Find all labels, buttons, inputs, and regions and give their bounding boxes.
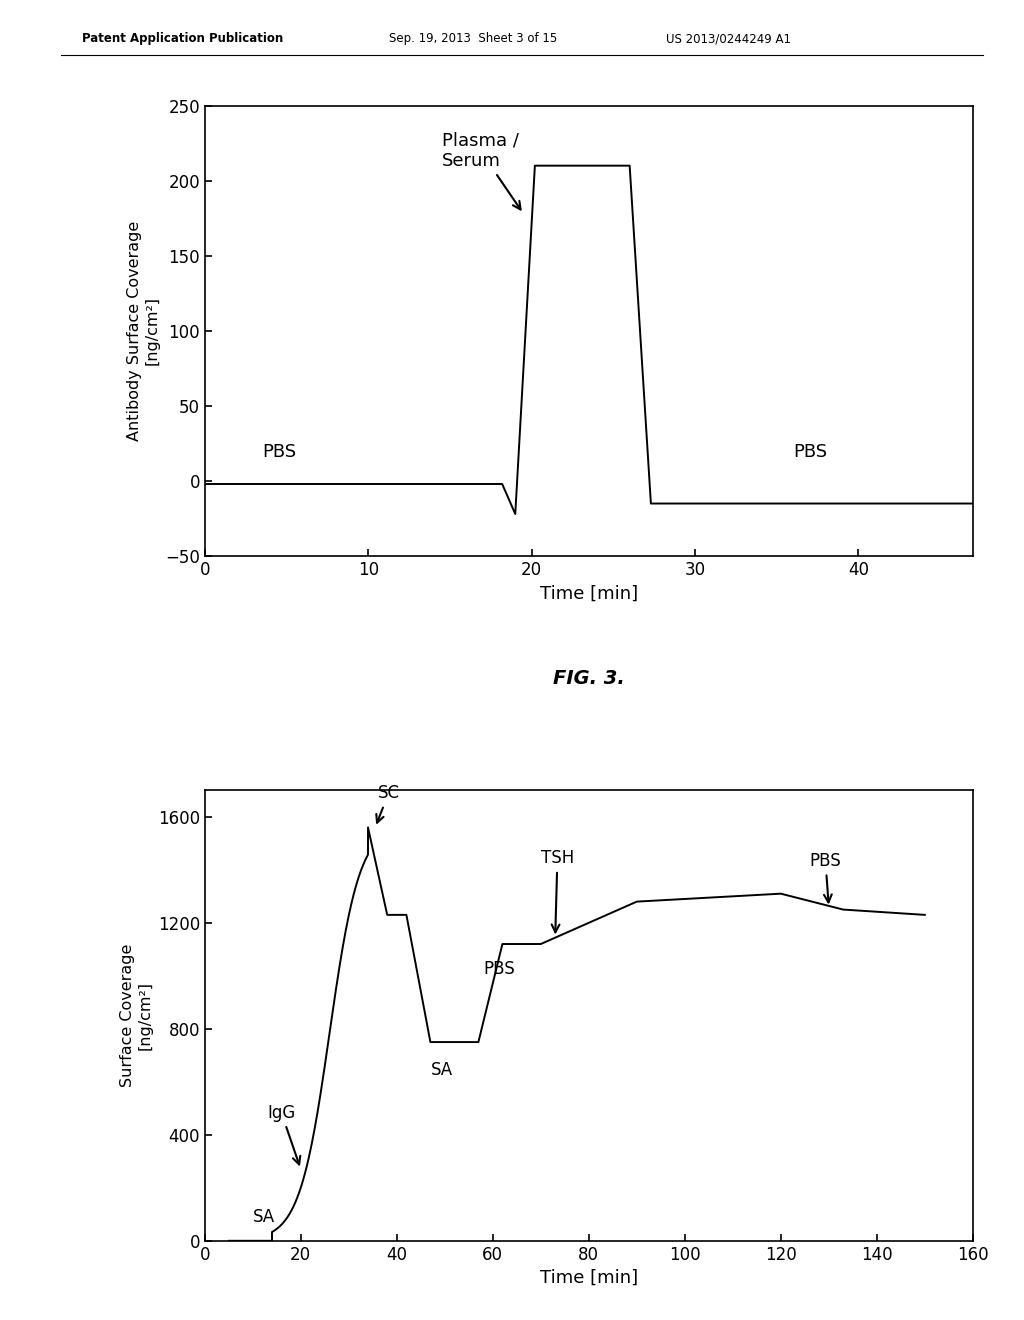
- Text: FIG. 3.: FIG. 3.: [553, 669, 625, 688]
- Text: PBS: PBS: [810, 851, 842, 903]
- Text: Plasma /
Serum: Plasma / Serum: [441, 131, 520, 210]
- X-axis label: Time [min]: Time [min]: [540, 1270, 638, 1287]
- Text: PBS: PBS: [483, 960, 515, 978]
- Text: US 2013/0244249 A1: US 2013/0244249 A1: [666, 32, 791, 45]
- Text: Sep. 19, 2013  Sheet 3 of 15: Sep. 19, 2013 Sheet 3 of 15: [389, 32, 557, 45]
- Text: SA: SA: [253, 1208, 274, 1226]
- Text: TSH: TSH: [541, 849, 574, 932]
- Text: SA: SA: [430, 1060, 453, 1078]
- Y-axis label: Surface Coverage
[ng/cm²]: Surface Coverage [ng/cm²]: [120, 944, 153, 1088]
- Text: SC: SC: [376, 784, 399, 822]
- Text: IgG: IgG: [267, 1104, 300, 1164]
- X-axis label: Time [min]: Time [min]: [540, 585, 638, 602]
- Text: PBS: PBS: [793, 444, 827, 462]
- Text: Patent Application Publication: Patent Application Publication: [82, 32, 284, 45]
- Y-axis label: Antibody Surface Coverage
[ng/cm²]: Antibody Surface Coverage [ng/cm²]: [127, 220, 160, 441]
- Text: PBS: PBS: [262, 444, 296, 462]
